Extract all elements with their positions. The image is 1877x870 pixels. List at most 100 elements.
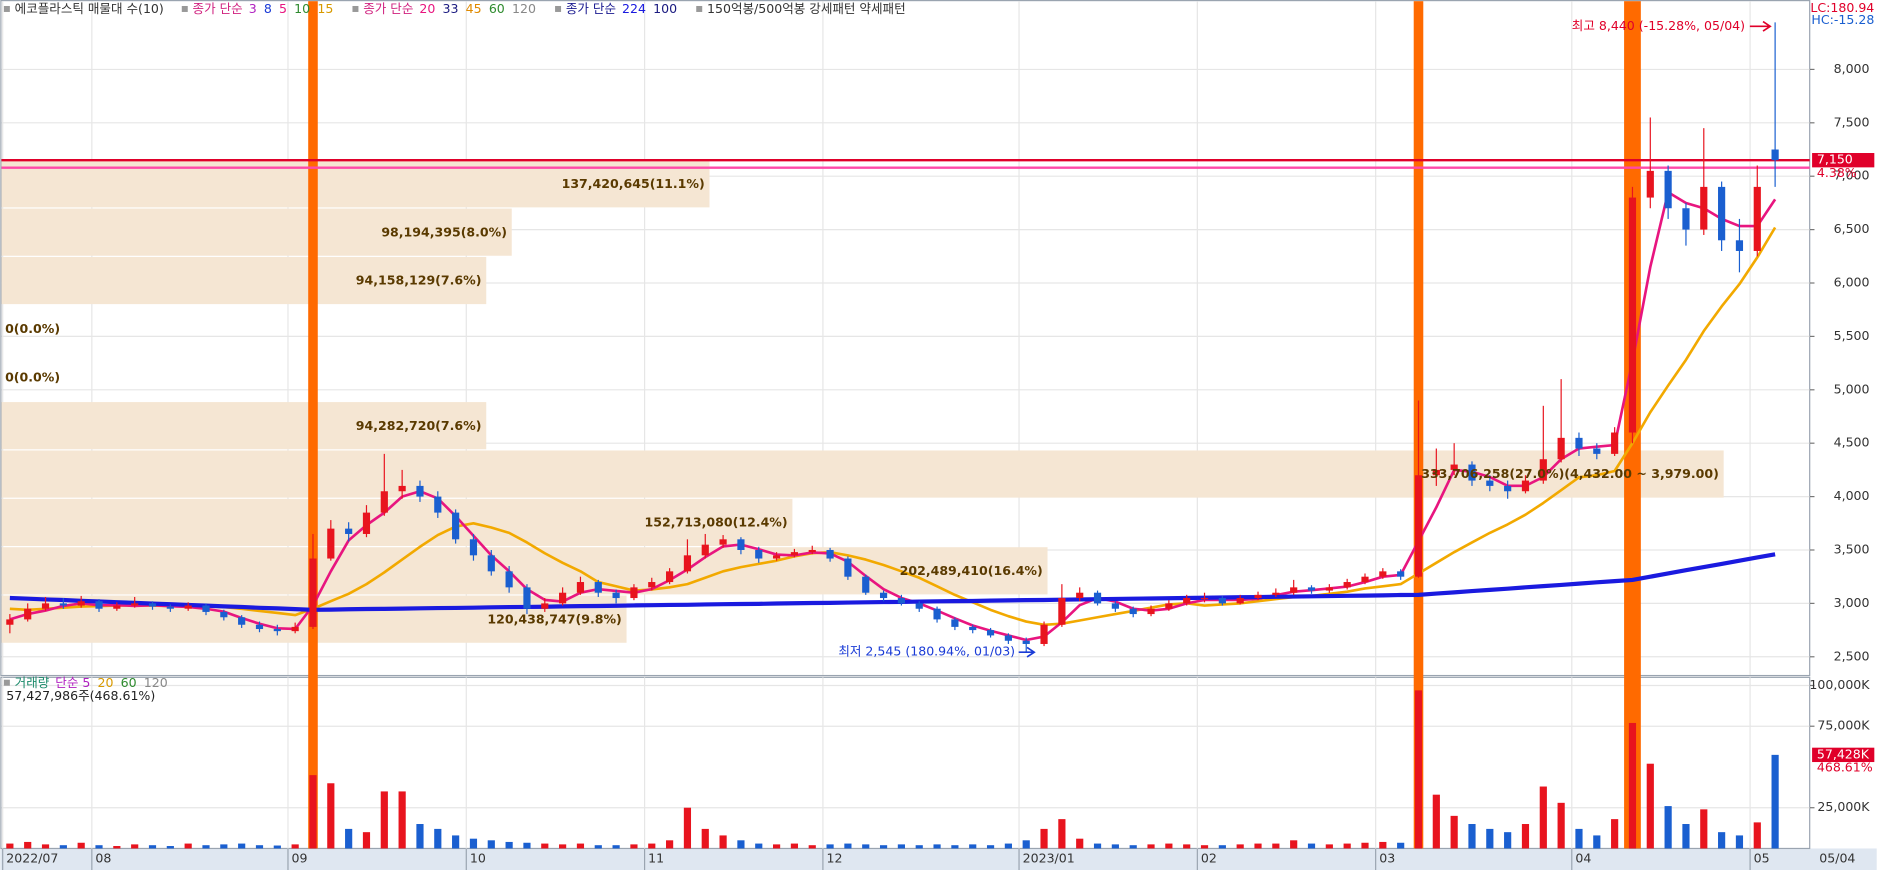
candle-body xyxy=(1575,437,1583,449)
moving-average xyxy=(9,226,1777,627)
candle-body xyxy=(772,555,781,559)
volume-bar xyxy=(398,791,406,849)
candle-body xyxy=(1468,464,1476,481)
candle-body xyxy=(808,549,816,553)
candle-body xyxy=(1218,598,1226,604)
legend-label: 에코플라스틱 매물대 수(10) xyxy=(15,1,164,16)
candle-body xyxy=(59,603,67,606)
volume-panel-border xyxy=(0,676,1811,850)
y-tick-label: 2,500 xyxy=(1834,648,1870,663)
profile-label: 0(0.0%) xyxy=(5,321,60,336)
candle-body xyxy=(844,558,852,577)
volume-bar xyxy=(523,842,531,849)
volume-bar xyxy=(1093,843,1102,849)
candle-body xyxy=(1290,587,1298,593)
candle-body xyxy=(1022,640,1030,644)
legend-label: 종가 단순 xyxy=(363,1,413,16)
volume-bar xyxy=(719,835,727,849)
y-tick-label: 5,000 xyxy=(1834,381,1870,396)
labels: LC:180.94 HC:-15.28 최고 8,440 (-15.28%, 0… xyxy=(3,0,1875,866)
volume-bar xyxy=(594,845,602,849)
volume-bar xyxy=(701,828,709,849)
volume-bar xyxy=(862,844,870,849)
candle-body xyxy=(77,601,85,606)
volume-bar xyxy=(24,841,32,849)
candle-body xyxy=(737,539,745,550)
volume-bar xyxy=(1254,843,1262,849)
volume-bar xyxy=(1468,824,1476,849)
volume-bar xyxy=(452,835,460,849)
volume-bar xyxy=(41,844,50,849)
candle-body xyxy=(1504,485,1512,492)
profile-label: 333,706,258(27.0%)(4,432.00 ~ 3,979.00) xyxy=(1421,466,1719,481)
volume-legend-period: 120 xyxy=(144,675,168,690)
candle-body xyxy=(1307,587,1316,591)
candle-body xyxy=(41,603,50,609)
candle-body xyxy=(1129,608,1137,615)
x-tick-label: 09 xyxy=(292,851,308,866)
volume-bar xyxy=(1611,819,1619,849)
lc-label: LC:180.94 xyxy=(1810,0,1874,15)
volume-bar xyxy=(879,845,888,849)
value-box xyxy=(1812,747,1875,763)
candle-body xyxy=(184,605,192,609)
price-lines xyxy=(1,158,1810,169)
volume-bar xyxy=(148,845,157,849)
volume-bar xyxy=(1575,828,1583,849)
volume-bar xyxy=(951,845,959,849)
value-box xyxy=(1812,153,1875,168)
candle-body xyxy=(1093,592,1102,604)
volume-bar xyxy=(1735,835,1744,849)
candle-body xyxy=(897,598,905,604)
candle-body xyxy=(131,603,139,606)
candle-body xyxy=(1397,571,1405,577)
candle-body xyxy=(113,605,121,609)
candle-body xyxy=(24,608,32,620)
volume-bar xyxy=(113,846,121,849)
profile-bar xyxy=(1,256,487,305)
legend-label: 종가 단순 xyxy=(193,1,243,16)
volume-bar xyxy=(612,845,620,849)
candle-body xyxy=(1325,587,1333,591)
candle-body xyxy=(309,558,317,627)
candle-body xyxy=(416,485,424,497)
volume-bar xyxy=(559,844,567,849)
volume-bar xyxy=(487,840,495,849)
volume-last: 57,427,986주(468.61%) xyxy=(6,688,155,703)
candle-body xyxy=(1361,576,1369,583)
candle-body xyxy=(202,605,210,612)
candle-body xyxy=(1111,603,1119,609)
candle-body xyxy=(1414,475,1423,577)
candle-body xyxy=(469,539,478,556)
legend-period: 60 xyxy=(489,1,505,16)
x-tick-label: 05 xyxy=(1754,851,1770,866)
moving-average xyxy=(9,190,1777,642)
volume-bar xyxy=(380,791,388,849)
candle-body xyxy=(1646,170,1654,198)
legend-marker xyxy=(555,5,562,12)
volume-bar xyxy=(1218,845,1226,849)
y-tick-label: 6,000 xyxy=(1834,275,1870,290)
volume-bar xyxy=(826,844,834,849)
volume-bar xyxy=(434,828,442,849)
profile-bar xyxy=(1,208,512,256)
volume-bar xyxy=(683,807,692,849)
legend-period: 100 xyxy=(653,1,677,16)
candles xyxy=(6,22,1779,652)
candle-body xyxy=(1200,598,1209,600)
x-tick-label: 2022/07 xyxy=(6,851,58,866)
legend-label: 종가 단순 xyxy=(566,1,616,16)
y-tick-label: 3,500 xyxy=(1834,541,1870,556)
candle-body xyxy=(826,549,834,559)
candle-body xyxy=(523,587,531,609)
volume-bar xyxy=(933,844,941,849)
high-arrow xyxy=(1749,20,1772,32)
volume-bar xyxy=(1664,806,1672,849)
volume-bar xyxy=(1486,828,1494,849)
y-tick-label: 4,500 xyxy=(1834,435,1870,450)
profile-label: 98,194,395(8.0%) xyxy=(381,224,507,239)
candle-body xyxy=(434,496,442,513)
legend-period: 15 xyxy=(317,1,333,16)
volume-bar xyxy=(790,843,799,849)
volume-bar xyxy=(1753,822,1761,849)
